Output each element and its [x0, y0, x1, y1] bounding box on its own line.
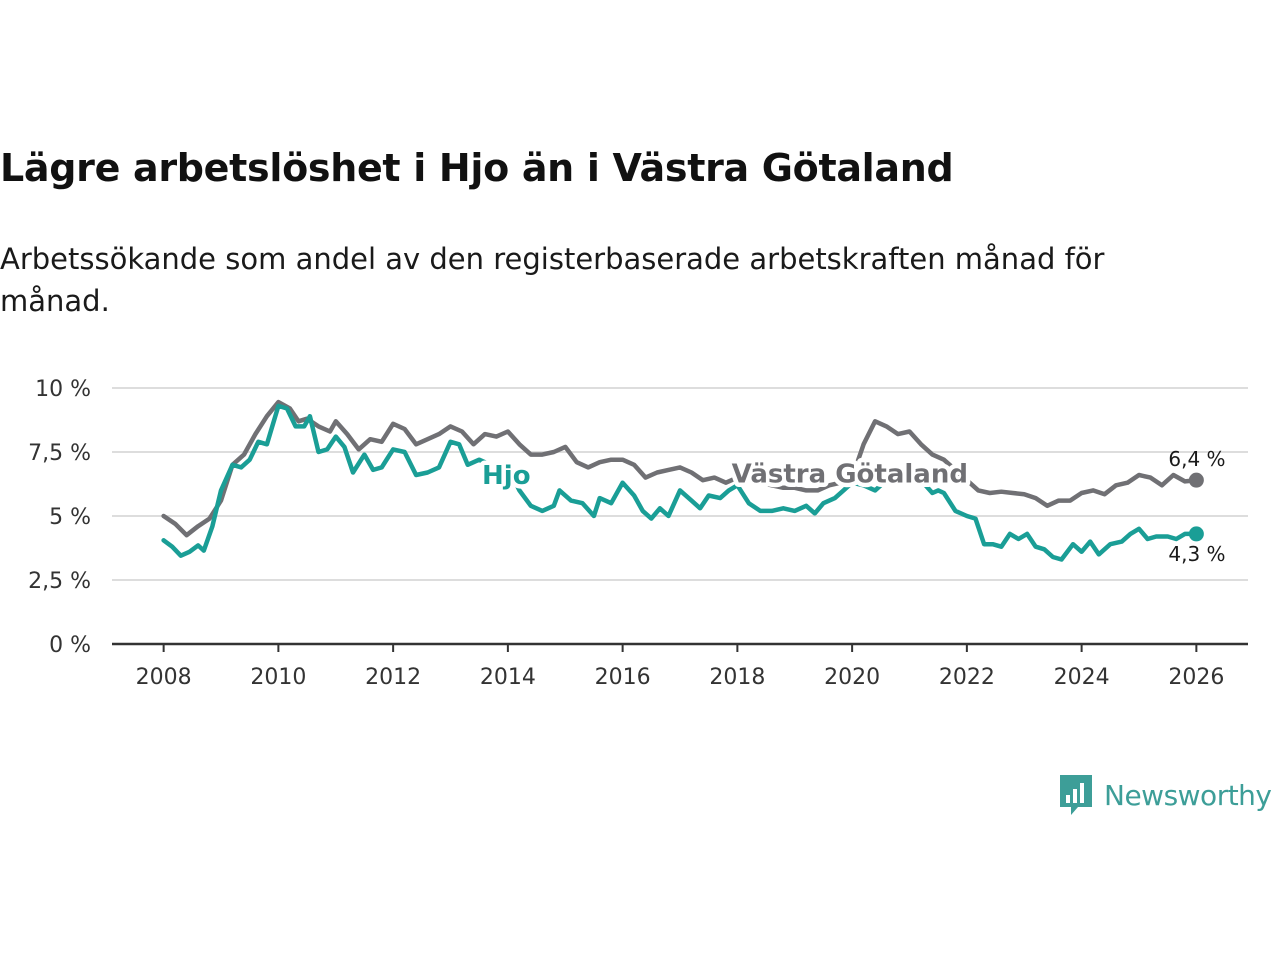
series-line-vg	[161, 399, 1199, 538]
x-tick-label: 2016	[595, 665, 651, 690]
label-layer: 6,4 % 4,3 % Hjo Västra Götaland	[478, 447, 1226, 566]
y-tick-label: 7,5 %	[28, 441, 91, 466]
series-label-vg: Västra Götaland	[732, 459, 968, 489]
x-tick-label: 2012	[365, 665, 421, 690]
x-tick-label: 2014	[480, 665, 536, 690]
x-tick-label: 2018	[709, 665, 765, 690]
y-tick-label: 0 %	[49, 633, 91, 658]
brand-name: Newsworthy	[1104, 778, 1272, 812]
line-chart: 0 % 2,5 % 5 % 7,5 % 10 % 2008 2010 2012 2014 2016…	[28, 377, 1248, 690]
series-end-point-vg	[1188, 472, 1204, 488]
end-label-vg: 6,4 %	[1168, 447, 1225, 471]
chart-title: Lägre arbetslöshet i Hjo än i Västra Göt…	[0, 146, 954, 190]
x-tick-label: 2022	[939, 665, 995, 690]
x-tick-label: 2026	[1168, 665, 1224, 690]
y-tick-label: 5 %	[49, 505, 91, 530]
series-end-point-hjo	[1188, 526, 1204, 542]
x-tick-label: 2020	[824, 665, 880, 690]
y-tick-label: 10 %	[35, 377, 91, 402]
newsworthy-brand[interactable]: Newsworthy	[1058, 772, 1272, 818]
series-line-hjo	[161, 403, 1199, 562]
chart-subtitle: Arbetssökande som andel av den registerb…	[0, 242, 1105, 318]
series-label-hjo: Hjo	[482, 461, 531, 491]
x-tick-label: 2024	[1054, 665, 1110, 690]
grid-layer: 0 % 2,5 % 5 % 7,5 % 10 % 2008 2010 2012 2014 2016…	[28, 377, 1248, 690]
x-tick-label: 2010	[250, 665, 306, 690]
x-tick-label: 2008	[136, 665, 192, 690]
end-label-hjo: 4,3 %	[1168, 542, 1225, 566]
y-tick-label: 2,5 %	[28, 569, 91, 594]
series-layer	[161, 399, 1204, 562]
newsworthy-logo-icon	[1060, 775, 1092, 815]
